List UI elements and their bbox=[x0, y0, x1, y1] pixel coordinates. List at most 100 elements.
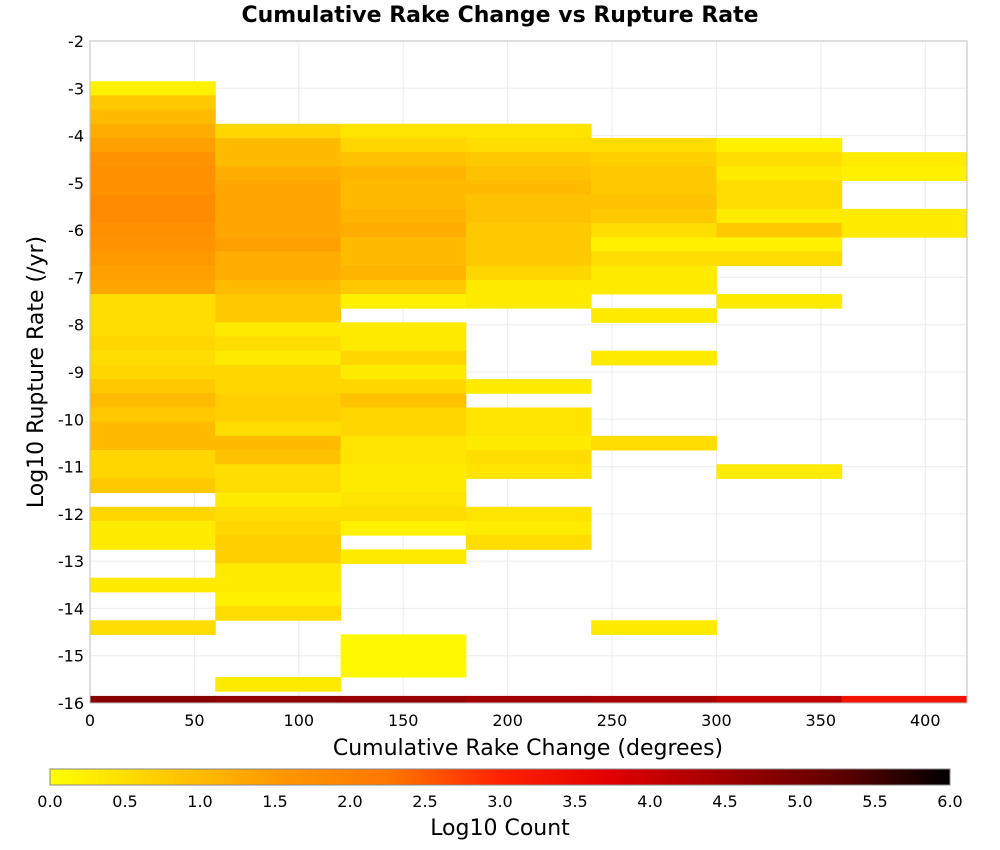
heatmap-cell bbox=[215, 166, 342, 181]
heatmap-cell bbox=[90, 265, 216, 281]
heatmap-cell-bottom bbox=[90, 695, 216, 703]
y-axis-label: Log10 Rupture Rate (/yr) bbox=[24, 236, 49, 508]
heatmap-cell bbox=[465, 265, 592, 281]
heatmap-cell bbox=[90, 435, 216, 451]
heatmap-cell bbox=[215, 336, 342, 352]
heatmap-cell bbox=[90, 208, 216, 224]
heatmap-cell bbox=[340, 265, 467, 281]
heatmap-cell bbox=[90, 450, 216, 465]
x-tick-label: 50 bbox=[184, 711, 204, 730]
colorbar-tick-label: 2.0 bbox=[337, 792, 362, 811]
colorbar-tick-label: 1.5 bbox=[262, 792, 287, 811]
heatmap-cell bbox=[465, 137, 592, 153]
heatmap-cell bbox=[340, 279, 467, 295]
heatmap-cell bbox=[215, 123, 342, 139]
heatmap-cell bbox=[215, 293, 342, 309]
heatmap-cell bbox=[215, 492, 342, 508]
heatmap-cell bbox=[465, 407, 592, 423]
heatmap-cell bbox=[90, 506, 216, 522]
heatmap-cell bbox=[465, 450, 592, 465]
heatmap-cell bbox=[215, 506, 342, 522]
x-tick-label: 250 bbox=[597, 711, 628, 730]
x-axis-label: Cumulative Rake Change (degrees) bbox=[333, 736, 723, 761]
heatmap-cell bbox=[90, 407, 216, 423]
heatmap-cell bbox=[340, 435, 467, 451]
heatmap-cell bbox=[90, 577, 216, 593]
heatmap-cell bbox=[591, 350, 717, 366]
heatmap-cell bbox=[591, 194, 717, 210]
heatmap-cell bbox=[591, 180, 717, 196]
heatmap-cell bbox=[465, 435, 592, 451]
heatmap-cell bbox=[465, 506, 592, 522]
heatmap-cell bbox=[465, 535, 592, 550]
x-tick-label: 100 bbox=[284, 711, 315, 730]
heatmap-cell bbox=[215, 606, 342, 621]
heatmap-cell bbox=[215, 520, 342, 536]
y-tick-label: -5 bbox=[68, 174, 84, 193]
x-tick-label: 400 bbox=[910, 711, 941, 730]
heatmap-cell bbox=[215, 350, 342, 366]
x-tick-label: 200 bbox=[492, 711, 523, 730]
heatmap-cell bbox=[215, 563, 342, 579]
heatmap-cell bbox=[215, 407, 342, 423]
plot-border bbox=[89, 40, 968, 704]
y-tick-label: -4 bbox=[68, 127, 84, 146]
heatmap-cell bbox=[90, 81, 216, 96]
heatmap-cell bbox=[215, 549, 342, 565]
heatmap-cell bbox=[465, 251, 592, 267]
heatmap-cell bbox=[340, 634, 467, 650]
heatmap-cell bbox=[591, 251, 717, 267]
heatmap-cell bbox=[465, 194, 592, 210]
heatmap-cell bbox=[716, 194, 843, 210]
x-tick-labels: 0 50 100 150 200 250 300 350 400 bbox=[85, 711, 941, 730]
heatmap-cell bbox=[591, 308, 717, 323]
heatmap-cell bbox=[340, 379, 467, 394]
heatmap-cell bbox=[215, 208, 342, 224]
heatmap-cell bbox=[215, 237, 342, 252]
heatmap-cell bbox=[215, 379, 342, 394]
heatmap-cell bbox=[841, 152, 968, 167]
heatmap-cell bbox=[215, 364, 342, 380]
heatmap-cell bbox=[465, 421, 592, 437]
y-tick-label: -13 bbox=[58, 552, 84, 571]
colorbar-tick-label: 5.0 bbox=[787, 792, 812, 811]
heatmap-cell bbox=[90, 379, 216, 394]
heatmap-cell bbox=[90, 478, 216, 494]
colorbar-label: Log10 Count bbox=[430, 816, 570, 841]
heatmap-cell bbox=[90, 123, 216, 139]
heatmap-cell bbox=[215, 435, 342, 451]
heatmap-cell bbox=[215, 591, 342, 607]
heatmap-cell bbox=[90, 166, 216, 181]
heatmap-cell bbox=[90, 393, 216, 408]
heatmap-cell bbox=[340, 293, 467, 309]
colorbar-tick-label: 4.5 bbox=[712, 792, 737, 811]
colorbar bbox=[49, 768, 951, 786]
heatmap-cell bbox=[465, 152, 592, 167]
heatmap-cell bbox=[591, 237, 717, 252]
heatmap-cell bbox=[340, 662, 467, 678]
heatmap-cell bbox=[90, 421, 216, 437]
heatmap-cell bbox=[90, 137, 216, 153]
heatmap-cell bbox=[340, 464, 467, 479]
heatmap-cell bbox=[591, 137, 717, 153]
heatmap-cell bbox=[90, 620, 216, 635]
heatmap-cell bbox=[215, 464, 342, 479]
heatmap-cell bbox=[90, 152, 216, 167]
heatmap-cell bbox=[465, 223, 592, 238]
heatmap-cell bbox=[591, 265, 717, 281]
heatmap-cell bbox=[340, 421, 467, 437]
colorbar-tick-label: 2.5 bbox=[412, 792, 437, 811]
heatmap-cell bbox=[340, 506, 467, 522]
heatmap-cell bbox=[90, 251, 216, 267]
colorbar-tick-label: 3.0 bbox=[487, 792, 512, 811]
heatmap-cell bbox=[340, 450, 467, 465]
heatmap-cell bbox=[90, 322, 216, 338]
y-tick-label: -14 bbox=[58, 599, 84, 618]
heatmap-cell bbox=[90, 279, 216, 295]
heatmap-cell bbox=[215, 251, 342, 267]
heatmap-cell bbox=[841, 208, 968, 224]
heatmap-cell bbox=[90, 95, 216, 111]
heatmap-cell bbox=[340, 123, 467, 139]
heatmap-cell bbox=[716, 180, 843, 196]
heatmap-cell-bottom bbox=[215, 695, 342, 703]
